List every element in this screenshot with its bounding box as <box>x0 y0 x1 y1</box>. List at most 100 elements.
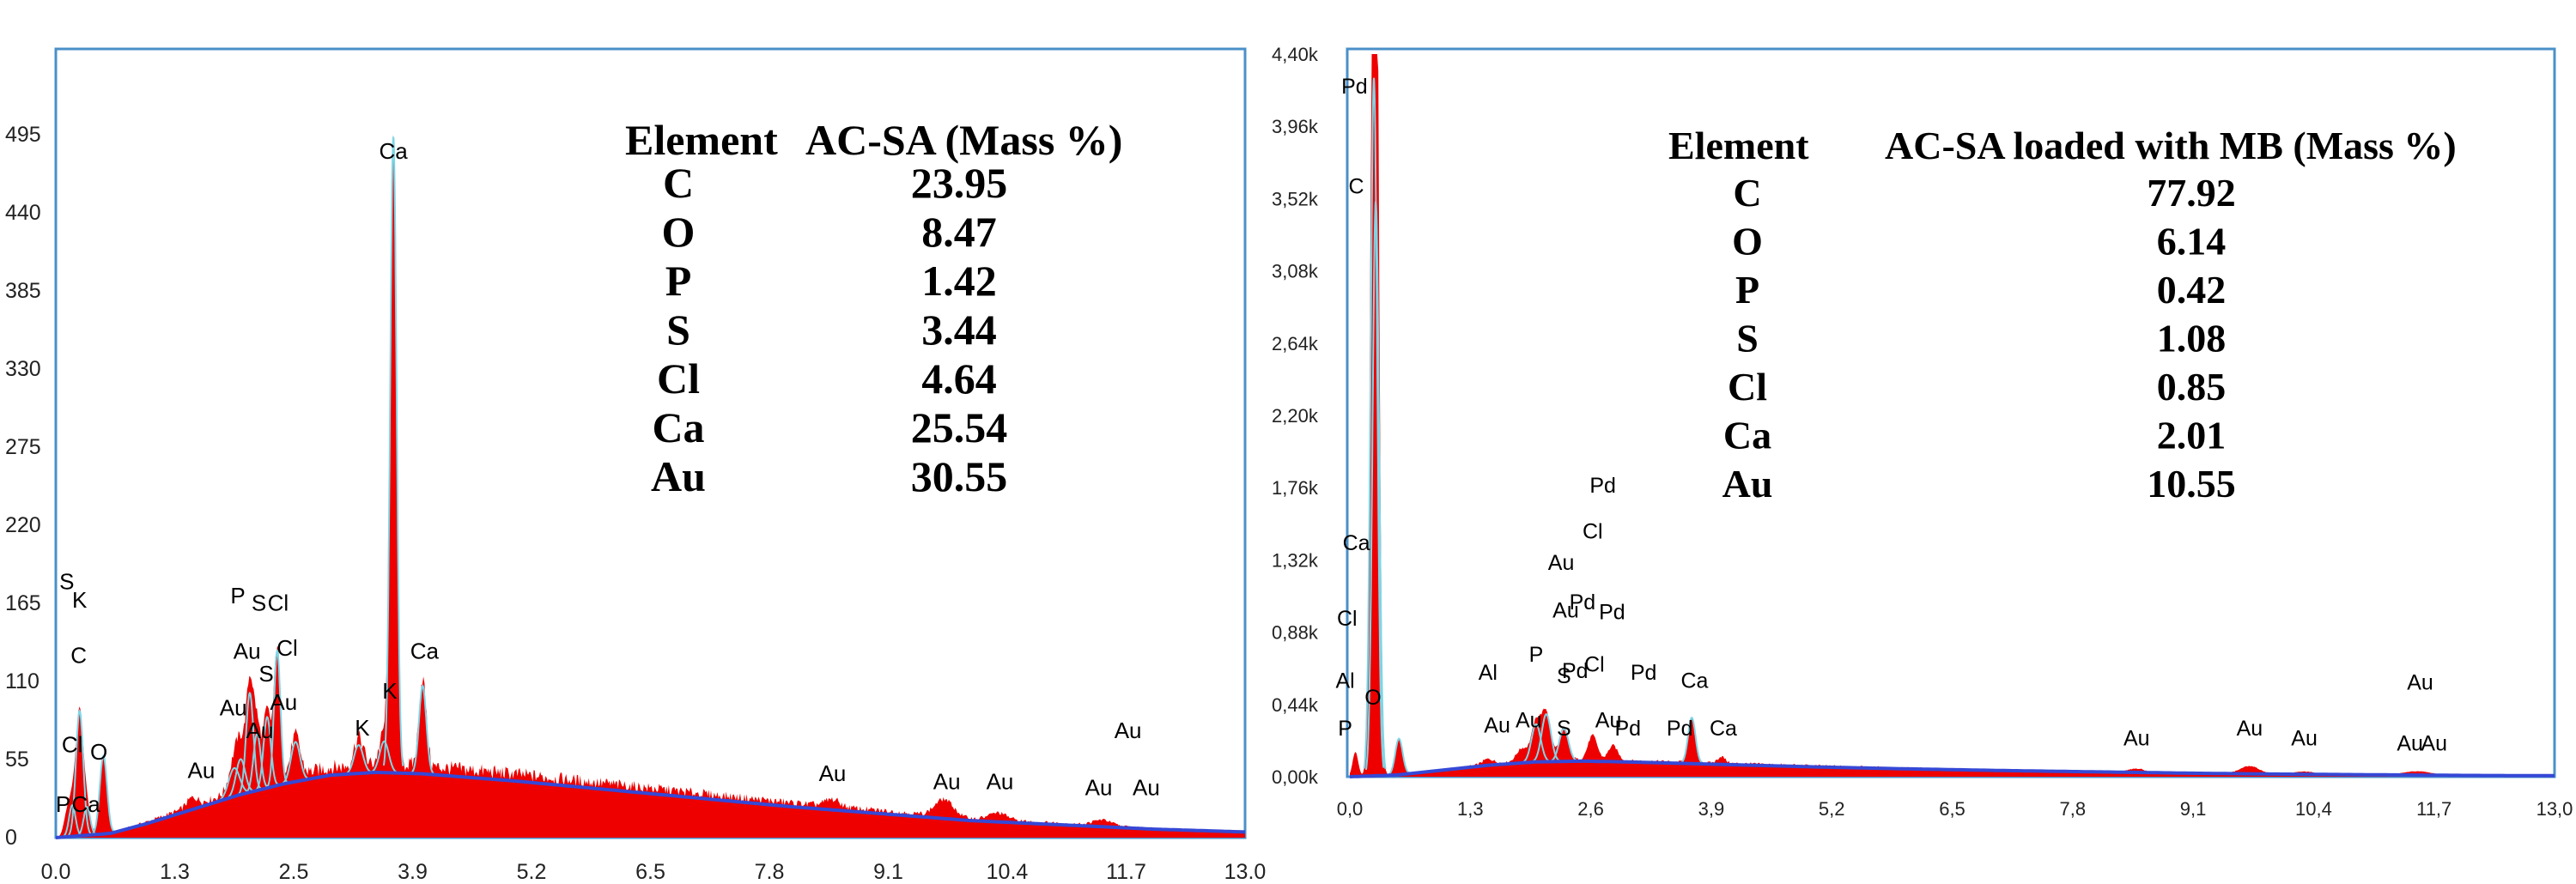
x-tick-label: 9,1 <box>2180 798 2207 820</box>
peak-label: Au <box>1133 774 1160 800</box>
table-cell-value: 0.85 <box>2157 365 2227 409</box>
peak-label: S <box>1557 664 1571 688</box>
peak-label: Au <box>1516 709 1542 733</box>
peak-label: Au <box>2421 731 2447 755</box>
table-cell-value: 30.55 <box>911 452 1008 500</box>
peak-label: Pd <box>1614 717 1641 741</box>
table-cell-value: 77.92 <box>2147 171 2236 215</box>
table-cell-element: Ca <box>1723 414 1771 457</box>
eds-spectrum-panel-ac-sa: 0 55 110 165 220 275 330 385 440 495 0.0 1.3 2.5 3.9… <box>0 0 1267 884</box>
peak-label: Cl <box>268 590 289 615</box>
peak-outline <box>91 754 115 835</box>
table-header-element: Element <box>625 116 778 164</box>
peak-outline <box>68 709 92 836</box>
x-tick-label: 0,0 <box>1337 798 1364 820</box>
peak-label: Au <box>1484 713 1510 737</box>
background-curve <box>1349 759 2555 778</box>
table-cell-value: 10.55 <box>2147 462 2236 506</box>
peak-label: Au <box>270 689 297 715</box>
x-tick-label: 7,8 <box>2060 798 2087 820</box>
peak-outline <box>76 806 97 837</box>
x-axis-ticks: 0.0 1.3 2.5 3.9 5.2 6.5 7.8 9.1 10.4 11.7 13.0 <box>41 860 1267 884</box>
peak-outline <box>266 648 288 787</box>
y-axis-ticks: 0 55 110 165 220 275 330 385 440 495 <box>5 123 41 850</box>
table-cell-element: O <box>1732 220 1763 263</box>
peak-label: Pd <box>1570 590 1596 615</box>
peak-label: Au <box>987 769 1014 795</box>
peak-outline <box>382 136 404 766</box>
peak-outline <box>281 741 310 785</box>
table-header-value: AC-SA (Mass %) <box>805 116 1122 164</box>
y-tick-label: 4,40k <box>1272 44 1319 65</box>
x-tick-label: 11,7 <box>2416 798 2451 820</box>
composition-table: Element AC-SA (Mass %) C 23.95 O 8.47 P 1.42 S… <box>625 116 1122 500</box>
peak-label: K <box>72 587 88 613</box>
eds-spectrum-chart-ac-sa: 0 55 110 165 220 275 330 385 440 495 0.0 1.3 2.5 3.9… <box>5 47 1267 884</box>
table-cell-element: Au <box>651 452 706 500</box>
table-cell-value: 1.08 <box>2157 317 2227 360</box>
y-tick-label: 2,64k <box>1272 333 1319 354</box>
peak-label: Cl <box>276 635 298 661</box>
peak-label: Au <box>246 717 274 743</box>
table-cell-element: Cl <box>1728 365 1767 409</box>
y-axis-ticks: 0,00k 0,44k 0,88k 1,32k 1,76k 2,20k 2,64k 3,08k… <box>1272 44 1319 788</box>
peak-outline <box>1549 727 1578 762</box>
y-tick-label: 3,08k <box>1272 261 1319 282</box>
peak-label: Ca <box>1680 669 1708 693</box>
peak-outline <box>62 803 82 838</box>
peak-label: Pd <box>1599 600 1625 624</box>
peak-label: P <box>56 791 70 817</box>
peak-outline <box>1680 717 1704 765</box>
x-tick-label: 13.0 <box>1224 860 1267 884</box>
table-cell-value: 2.01 <box>2157 414 2227 457</box>
y-tick-label: 2,20k <box>1272 405 1319 427</box>
peak-label: P <box>230 583 245 609</box>
y-tick-label: 3,52k <box>1272 188 1319 209</box>
peak-label: Pd <box>1631 661 1657 685</box>
y-tick-label: 440 <box>5 201 41 225</box>
y-tick-label: 0 <box>5 826 17 850</box>
x-tick-label: 5,2 <box>1819 798 1845 820</box>
x-tick-label: 0.0 <box>41 860 71 884</box>
peak-label: Au <box>933 769 961 795</box>
peak-label: Cl <box>1584 653 1605 677</box>
y-tick-label: 330 <box>5 357 41 381</box>
peak-label: Pd <box>1589 474 1616 498</box>
table-cell-value: 0.42 <box>2157 268 2227 312</box>
table-cell-element: Ca <box>652 403 704 451</box>
peak-label: Au <box>2407 671 2433 695</box>
table-cell-value: 1.42 <box>921 257 997 305</box>
x-tick-label: 6.5 <box>635 860 665 884</box>
peak-label: S <box>1557 717 1571 741</box>
plot-area <box>1346 47 2556 778</box>
peak-label: Au <box>1548 551 1575 575</box>
peak-label: Au <box>2291 727 2318 751</box>
peak-label: Pd <box>1667 717 1693 741</box>
peak-label: Au <box>1115 717 1142 743</box>
eds-spectrum-chart-ac-sa-mb: 0,00k 0,44k 0,88k 1,32k 1,76k 2,20k 2,64k 3,08k… <box>1272 44 2573 820</box>
peak-outline <box>410 684 434 775</box>
table-cell-element: C <box>1733 171 1761 215</box>
peak-outline <box>255 716 279 791</box>
peak-label: Ca <box>1710 717 1737 741</box>
y-tick-label: 0,00k <box>1272 766 1319 788</box>
table-cell-element: P <box>665 257 692 305</box>
y-tick-label: 165 <box>5 591 41 615</box>
peak-label: Cl <box>1337 607 1358 631</box>
x-tick-label: 7.8 <box>755 860 785 884</box>
peak-label: O <box>90 739 107 765</box>
y-tick-label: 1,32k <box>1272 549 1319 571</box>
x-tick-label: 2,6 <box>1577 798 1604 820</box>
peak-label: Pd <box>1341 75 1368 99</box>
x-tick-label: 13,0 <box>2537 798 2573 820</box>
peak-label: Ca <box>72 791 101 817</box>
peak-label: Al <box>1335 669 1354 693</box>
peak-label: Cl <box>62 732 83 758</box>
y-tick-label: 220 <box>5 513 41 537</box>
peak-label: Al <box>1479 661 1498 685</box>
peak-label: Au <box>220 695 247 721</box>
peak-label: Au <box>819 760 847 786</box>
peak-outline <box>1364 201 1387 771</box>
